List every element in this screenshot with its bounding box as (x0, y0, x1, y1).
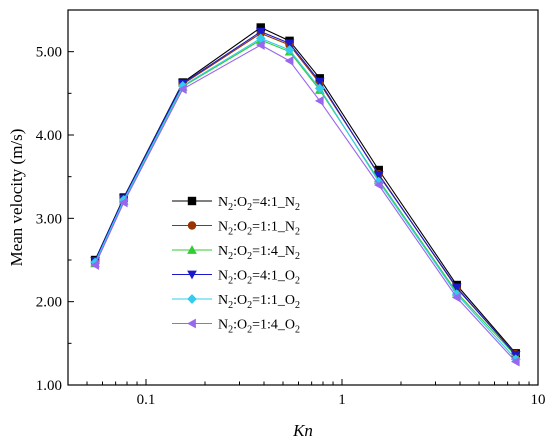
legend-marker (187, 196, 197, 206)
x-tick-label: 10 (531, 392, 546, 408)
y-tick-label: 3.00 (36, 211, 62, 227)
series-line (94, 26, 517, 354)
series-layer (90, 23, 521, 367)
series-5 (90, 33, 521, 364)
data-point (118, 197, 128, 208)
data-point (284, 45, 295, 55)
data-point (373, 180, 383, 190)
legend-marker (187, 270, 197, 280)
legend: N2:O2=4:1_N2 N2:O2=1:1_N2 N2:O2=1:4_N2 N2:O… (172, 195, 300, 336)
y-axis-title: Mean velocity (m/s) (7, 129, 26, 267)
data-point (177, 84, 187, 94)
y-tick-label: 2.00 (36, 295, 62, 311)
legend-item: N2:O2=1:4_N2 (172, 244, 300, 262)
x-axis-title: Kn (292, 421, 313, 440)
series-line (94, 39, 517, 357)
series-6 (90, 40, 520, 367)
data-point (314, 83, 325, 94)
data-point (255, 33, 266, 44)
legend-marker (187, 245, 197, 254)
data-point (255, 40, 265, 50)
data-point (510, 356, 520, 367)
legend-marker (187, 318, 196, 329)
y-tick-label: 4.00 (36, 128, 62, 144)
legend-label: N2:O2=1:4_O2 (218, 318, 300, 336)
minor-tick-layer (67, 92, 530, 385)
series-3 (90, 35, 521, 360)
series-line (94, 44, 517, 363)
data-point (284, 39, 295, 49)
y-tick-label: 1.00 (36, 378, 62, 394)
series-line (94, 37, 517, 360)
data-point (451, 283, 462, 293)
data-point (177, 81, 188, 91)
series-4 (90, 27, 521, 360)
data-point (256, 23, 265, 32)
legend-item: N2:O2=1:1_O2 (172, 293, 300, 311)
legend-marker (187, 294, 197, 304)
legend-label: N2:O2=4:1_N2 (218, 195, 300, 213)
legend-item: N2:O2=1:4_O2 (172, 318, 300, 336)
data-point (314, 77, 325, 87)
legend-marker (187, 221, 197, 230)
series-2 (90, 29, 520, 359)
legend-label: N2:O2=1:1_N2 (218, 220, 300, 238)
legend-item: N2:O2=4:1_N2 (172, 195, 300, 213)
legend-item: N2:O2=4:1_O2 (172, 269, 300, 287)
legend-label: N2:O2=4:1_O2 (218, 269, 300, 287)
legend-item: N2:O2=1:1_N2 (172, 220, 300, 238)
data-point (314, 96, 324, 106)
legend-label: N2:O2=1:4_N2 (218, 244, 300, 262)
data-point (284, 56, 294, 66)
axis-layer: 1.00 2.00 3.00 4.00 5.00 0.1 1 10 (36, 45, 546, 408)
data-point (255, 27, 266, 37)
legend-label: N2:O2=1:1_O2 (218, 293, 300, 311)
series-line (94, 31, 517, 356)
data-point (451, 292, 461, 303)
series-1 (90, 23, 520, 358)
data-point (90, 260, 99, 270)
x-tick-label: 1 (338, 392, 346, 408)
x-tick-label: 0.1 (137, 392, 156, 408)
y-tick-label: 5.00 (36, 45, 62, 61)
data-point (373, 171, 384, 180)
plot-frame (67, 9, 539, 386)
